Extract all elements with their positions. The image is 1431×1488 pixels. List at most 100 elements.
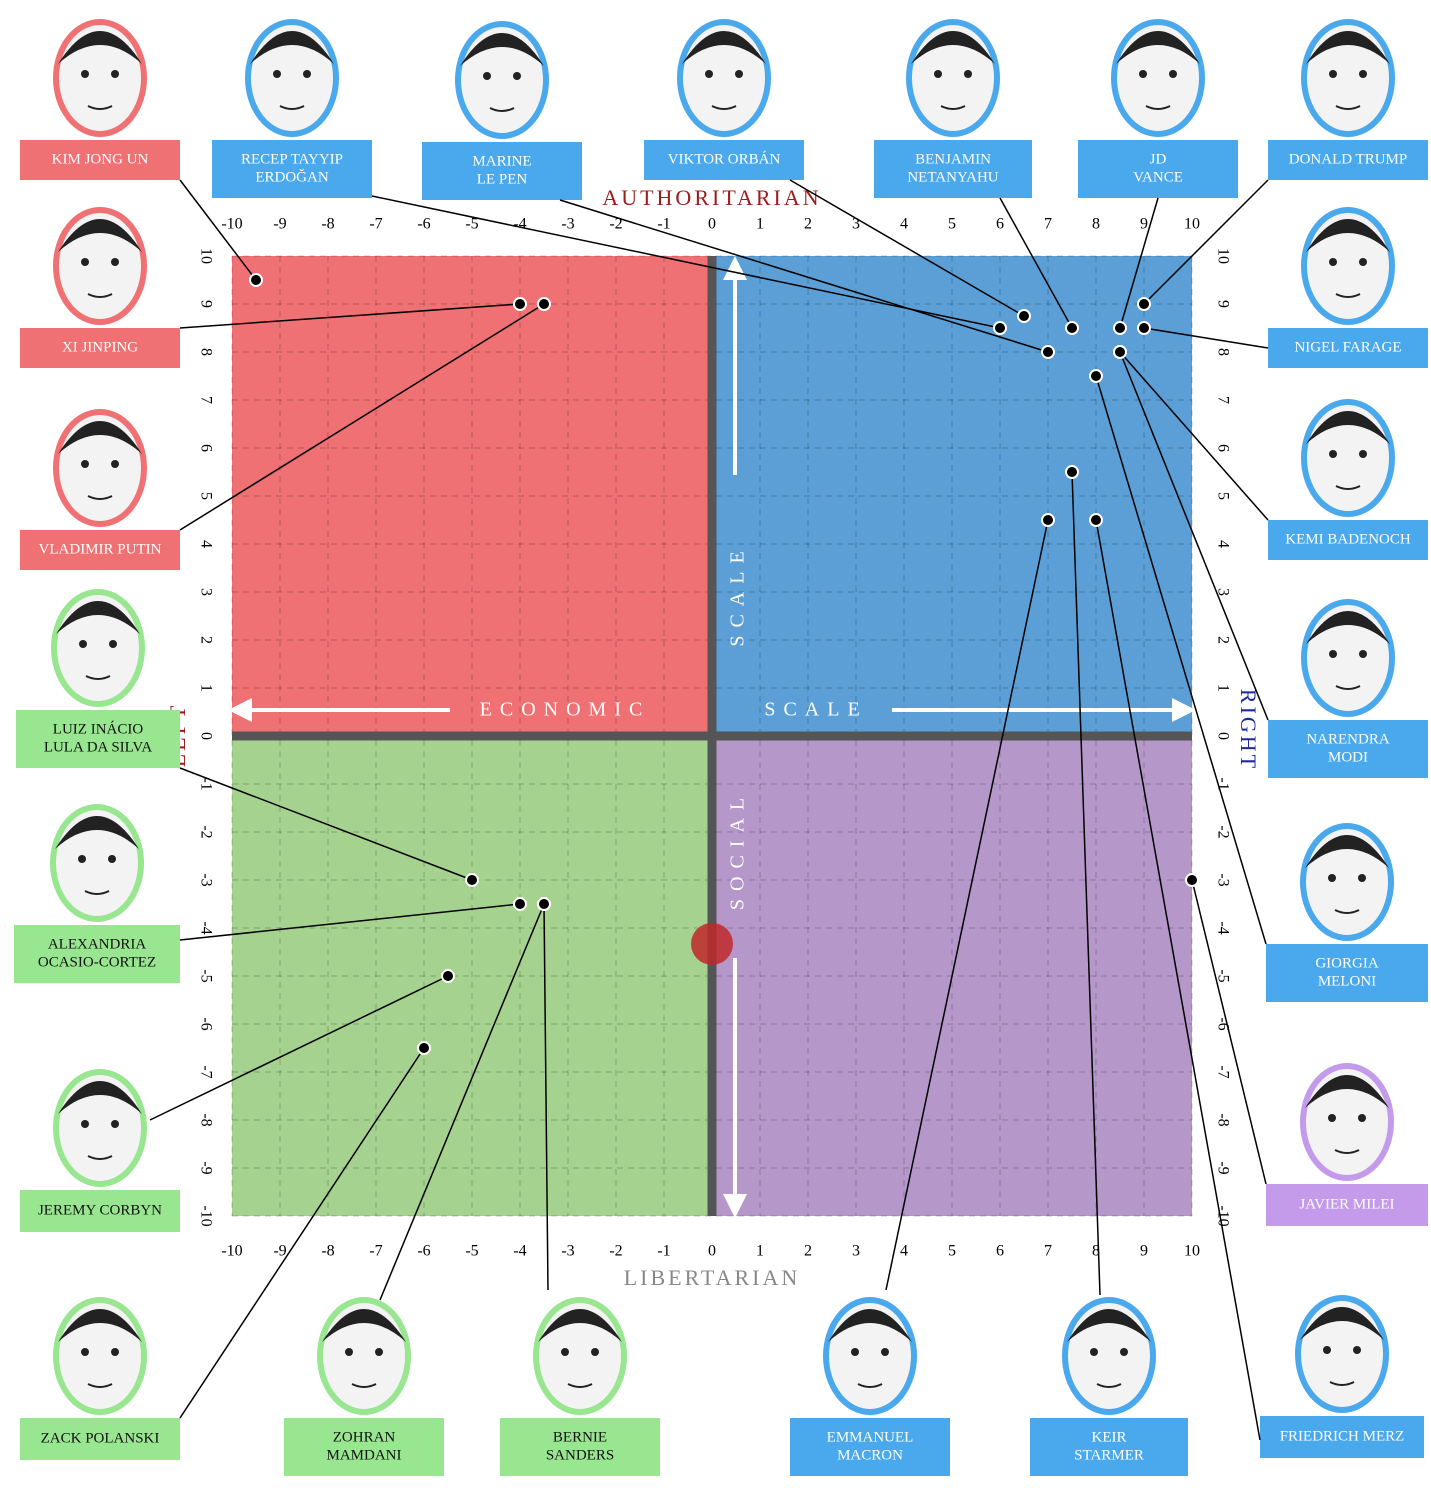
eye	[1328, 874, 1336, 882]
x-tick-label: 0	[708, 1243, 716, 1260]
eye	[1328, 1114, 1336, 1122]
eye	[303, 70, 311, 78]
y-tick-label: -6	[197, 1017, 214, 1030]
portrait	[320, 1300, 408, 1412]
eye	[513, 72, 521, 80]
x-tick-label: 0	[708, 216, 716, 233]
eye	[735, 70, 743, 78]
name-label: LE PEN	[477, 171, 528, 187]
name-label: JD	[1150, 151, 1167, 167]
name-label: ZACK POLANSKI	[41, 1430, 160, 1446]
y-tick-label: -3	[197, 873, 214, 886]
x-tick-label: 4	[900, 216, 908, 233]
eye	[109, 640, 117, 648]
eye	[934, 70, 942, 78]
name-label: MELONI	[1318, 973, 1376, 989]
portrait	[56, 412, 144, 524]
name-label: MARINE	[472, 153, 531, 169]
portrait	[1304, 210, 1392, 322]
portrait	[1114, 22, 1202, 134]
eye	[1329, 650, 1337, 658]
x-tick-label: 5	[948, 1243, 956, 1260]
data-point	[1138, 298, 1150, 310]
eye	[1323, 1346, 1331, 1354]
name-label: NETANYAHU	[907, 169, 998, 185]
x-tick-label: -4	[513, 1243, 526, 1260]
portrait	[826, 1300, 914, 1412]
name-label: KEMI BADENOCH	[1285, 531, 1411, 547]
eye	[111, 70, 119, 78]
eye	[1120, 1348, 1128, 1356]
data-point	[1042, 346, 1054, 358]
name-label: BERNIE	[553, 1429, 607, 1445]
eye	[1359, 258, 1367, 266]
data-point	[442, 970, 454, 982]
name-label: VANCE	[1133, 169, 1183, 185]
eye	[1359, 650, 1367, 658]
x-tick-label: -1	[657, 1243, 670, 1260]
portrait	[1303, 826, 1391, 938]
name-label: BENJAMIN	[915, 151, 991, 167]
eye	[81, 1120, 89, 1128]
x-tick-label: 6	[996, 216, 1004, 233]
eye	[78, 855, 86, 863]
name-label: FRIEDRICH MERZ	[1280, 1428, 1405, 1444]
eye	[1358, 1114, 1366, 1122]
eye	[881, 1348, 889, 1356]
x-tick-label: 7	[1044, 1243, 1052, 1260]
name-label: NIGEL FARAGE	[1294, 339, 1401, 355]
portrait	[1065, 1300, 1153, 1412]
y-tick-label: 9	[1214, 300, 1231, 308]
eye	[81, 70, 89, 78]
portrait	[1304, 22, 1392, 134]
data-point	[418, 1042, 430, 1054]
data-point	[1042, 514, 1054, 526]
x-tick-label: -6	[417, 1243, 430, 1260]
portrait	[1304, 402, 1392, 514]
y-tick-label: 4	[1214, 540, 1231, 548]
eye	[1090, 1348, 1098, 1356]
eye	[483, 72, 491, 80]
eye	[79, 640, 87, 648]
x-tick-label: -10	[221, 1243, 242, 1260]
x-tick-label: 5	[948, 216, 956, 233]
data-point	[466, 874, 478, 886]
name-label: JEREMY CORBYN	[38, 1202, 162, 1218]
eye	[1139, 70, 1147, 78]
name-label: GIORGIA	[1315, 955, 1378, 971]
data-point	[1138, 322, 1150, 334]
data-point	[250, 274, 262, 286]
x-tick-label: 10	[1184, 216, 1200, 233]
x-tick-label: -9	[273, 1243, 286, 1260]
y-tick-label: -3	[1214, 873, 1231, 886]
data-point	[994, 322, 1006, 334]
name-label: ERDOĞAN	[255, 168, 328, 185]
eye	[851, 1348, 859, 1356]
y-tick-label: -1	[197, 777, 214, 790]
bottom-axis-label: LIBERTARIAN	[624, 1265, 801, 1290]
name-label: KIM JONG UN	[52, 151, 149, 167]
name-label: MAMDANI	[327, 1447, 402, 1463]
y-tick-label: 0	[197, 732, 214, 740]
x-tick-label: 10	[1184, 1243, 1200, 1260]
name-label: JAVIER MILEI	[1299, 1196, 1394, 1212]
x-tick-label: -1	[657, 216, 670, 233]
y-tick-label: -9	[197, 1161, 214, 1174]
portrait	[536, 1300, 624, 1412]
compass-chart: AUTHORITARIAN LIBERTARIAN LEFT RIGHT -10…	[0, 0, 1431, 1483]
data-point	[1018, 310, 1030, 322]
y-tick-label: -4	[197, 921, 214, 934]
name-label: OCASIO-CORTEZ	[38, 954, 156, 970]
y-tick-label: 5	[1214, 492, 1231, 500]
eye	[1359, 70, 1367, 78]
eye	[375, 1348, 383, 1356]
y-tick-label: 2	[1214, 636, 1231, 644]
name-label: ZOHRAN	[333, 1429, 396, 1445]
eye	[111, 258, 119, 266]
eye	[591, 1348, 599, 1356]
name-label: ALEXANDRIA	[48, 936, 146, 952]
portrait	[56, 1072, 144, 1184]
name-label: KEIR	[1092, 1429, 1127, 1445]
x-tick-label: 1	[756, 1243, 764, 1260]
name-label: MODI	[1328, 749, 1368, 765]
